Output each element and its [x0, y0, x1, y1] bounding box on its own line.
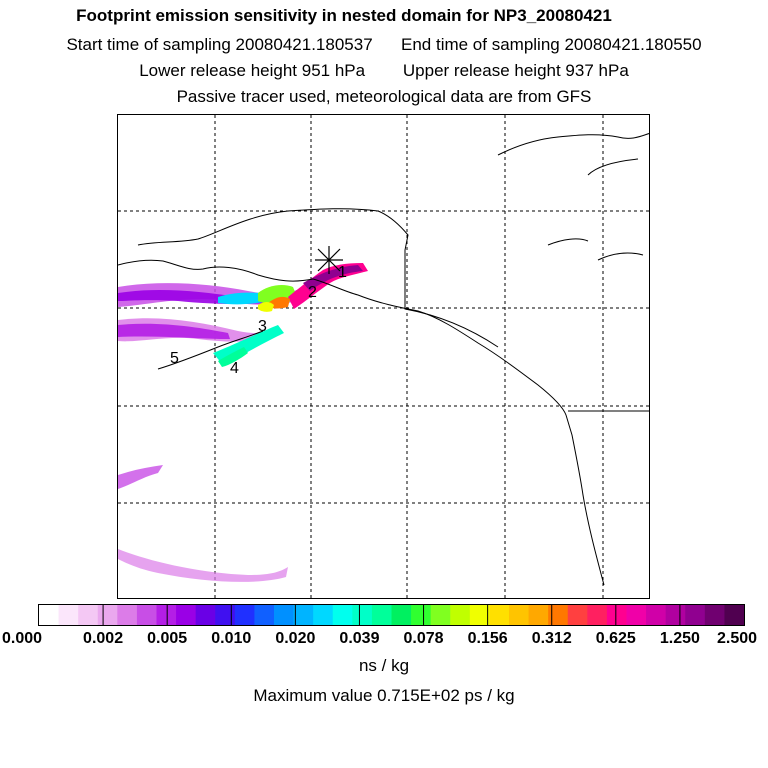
colorbar-tick-label: 0.078	[403, 630, 444, 647]
colorbar-swatch	[587, 605, 608, 625]
colorbar-swatch	[489, 605, 510, 625]
colorbar-tick-label: 0.039	[339, 630, 380, 647]
colorbar-swatch	[469, 605, 490, 625]
colorbar-swatch	[58, 605, 79, 625]
colorbar-tick-label: 0.002	[83, 630, 124, 647]
map-grid	[118, 115, 649, 598]
start-sampling-text: Start time of sampling 20080421.180537	[66, 35, 373, 54]
colorbar-swatch	[332, 605, 353, 625]
colorbar-swatch	[97, 605, 118, 625]
colorbar-tick-label: 1.250	[659, 630, 700, 647]
colorbar-swatch	[450, 605, 471, 625]
point-label-5: 5	[170, 350, 179, 367]
colorbar-swatch	[665, 605, 686, 625]
coast-islands-2	[587, 158, 639, 176]
colorbar-tick-label: 2.500	[716, 630, 758, 647]
coast-lakes-2	[597, 252, 644, 261]
colorbar-swatch	[626, 605, 647, 625]
colorbar-swatch	[430, 605, 451, 625]
colorbar-swatch	[724, 605, 745, 625]
colorbar-swatch	[528, 605, 549, 625]
colorbar-swatch	[548, 605, 569, 625]
colorbar-swatch	[646, 605, 667, 625]
wisp-south	[118, 549, 288, 582]
colorbar-swatch	[254, 605, 275, 625]
wisp-west	[118, 465, 163, 489]
footprint-map: 1 2 3 4 5	[117, 114, 650, 599]
coast-southeast	[312, 278, 605, 586]
plume-yellow	[258, 302, 274, 312]
colorbar-swatch	[78, 605, 99, 625]
coastlines	[118, 133, 649, 586]
colorbar-tick-label: 0.312	[531, 630, 572, 647]
colorbar-swatch	[352, 605, 373, 625]
trajectory-labels: 1 2 3 4 5	[170, 264, 347, 377]
coast-lakes	[547, 238, 589, 246]
colorbar-swatch	[234, 605, 255, 625]
colorbar-swatch	[39, 605, 60, 625]
point-label-2: 2	[308, 284, 317, 301]
colorbar-swatch	[136, 605, 157, 625]
plot-title: Footprint emission sensitivity in nested…	[76, 6, 612, 25]
colorbar-swatch	[293, 605, 314, 625]
colorbar-swatch	[274, 605, 295, 625]
colorbar-tick-label: 0.005	[147, 630, 188, 647]
border-canada	[404, 305, 499, 348]
colorbar-tick-label: 0.156	[467, 630, 508, 647]
end-sampling-text: End time of sampling 20080421.180550	[401, 35, 702, 54]
colorbar	[38, 604, 745, 626]
map-canvas: 1 2 3 4 5	[118, 115, 649, 598]
release-heights: Lower release height 951 hPa Upper relea…	[0, 61, 768, 81]
colorbar-tick-label: 0.000	[1, 630, 43, 647]
tracer-info: Passive tracer used, meteorological data…	[176, 87, 592, 106]
coast-west-alaska	[118, 259, 314, 282]
colorbar-swatch	[176, 605, 197, 625]
maximum-value: Maximum value 0.715E+02 ps / kg	[253, 686, 515, 705]
colorbar-swatch	[685, 605, 706, 625]
colorbar-swatch	[313, 605, 334, 625]
colorbar-swatch	[606, 605, 627, 625]
colorbar-swatch	[411, 605, 432, 625]
colorbar-swatch	[391, 605, 412, 625]
coast-arctic-islands	[497, 133, 649, 156]
colorbar-units: ns / kg	[358, 656, 410, 675]
colorbar-swatch	[117, 605, 138, 625]
point-label-1: 1	[338, 264, 347, 281]
colorbar-swatch	[509, 605, 530, 625]
plume-intense	[288, 263, 368, 309]
footprint-plumes	[118, 263, 368, 582]
plume-upper-blue	[218, 292, 270, 305]
plume-max	[303, 265, 363, 291]
colorbar-canvas	[39, 605, 745, 625]
plume-lower-core	[118, 323, 230, 339]
colorbar-swatch	[195, 605, 216, 625]
colorbar-swatch	[704, 605, 725, 625]
colorbar-tick-label: 0.020	[275, 630, 316, 647]
colorbar-tick-label: 0.625	[595, 630, 636, 647]
colorbar-swatch	[215, 605, 236, 625]
coast-north-alaska	[137, 208, 409, 305]
colorbar-swatch	[371, 605, 392, 625]
upper-release-text: Upper release height 937 hPa	[402, 61, 629, 80]
release-point-marker	[315, 246, 343, 274]
sampling-times: Start time of sampling 20080421.180537 E…	[0, 35, 768, 55]
colorbar-tick-label: 0.010	[211, 630, 252, 647]
lower-release-text: Lower release height 951 hPa	[139, 61, 366, 80]
colorbar-swatch	[156, 605, 177, 625]
point-label-4: 4	[230, 360, 239, 377]
point-label-3: 3	[258, 318, 267, 335]
plume-lower-green	[218, 347, 248, 367]
coast-peninsula	[157, 330, 264, 370]
colorbar-swatch	[567, 605, 588, 625]
